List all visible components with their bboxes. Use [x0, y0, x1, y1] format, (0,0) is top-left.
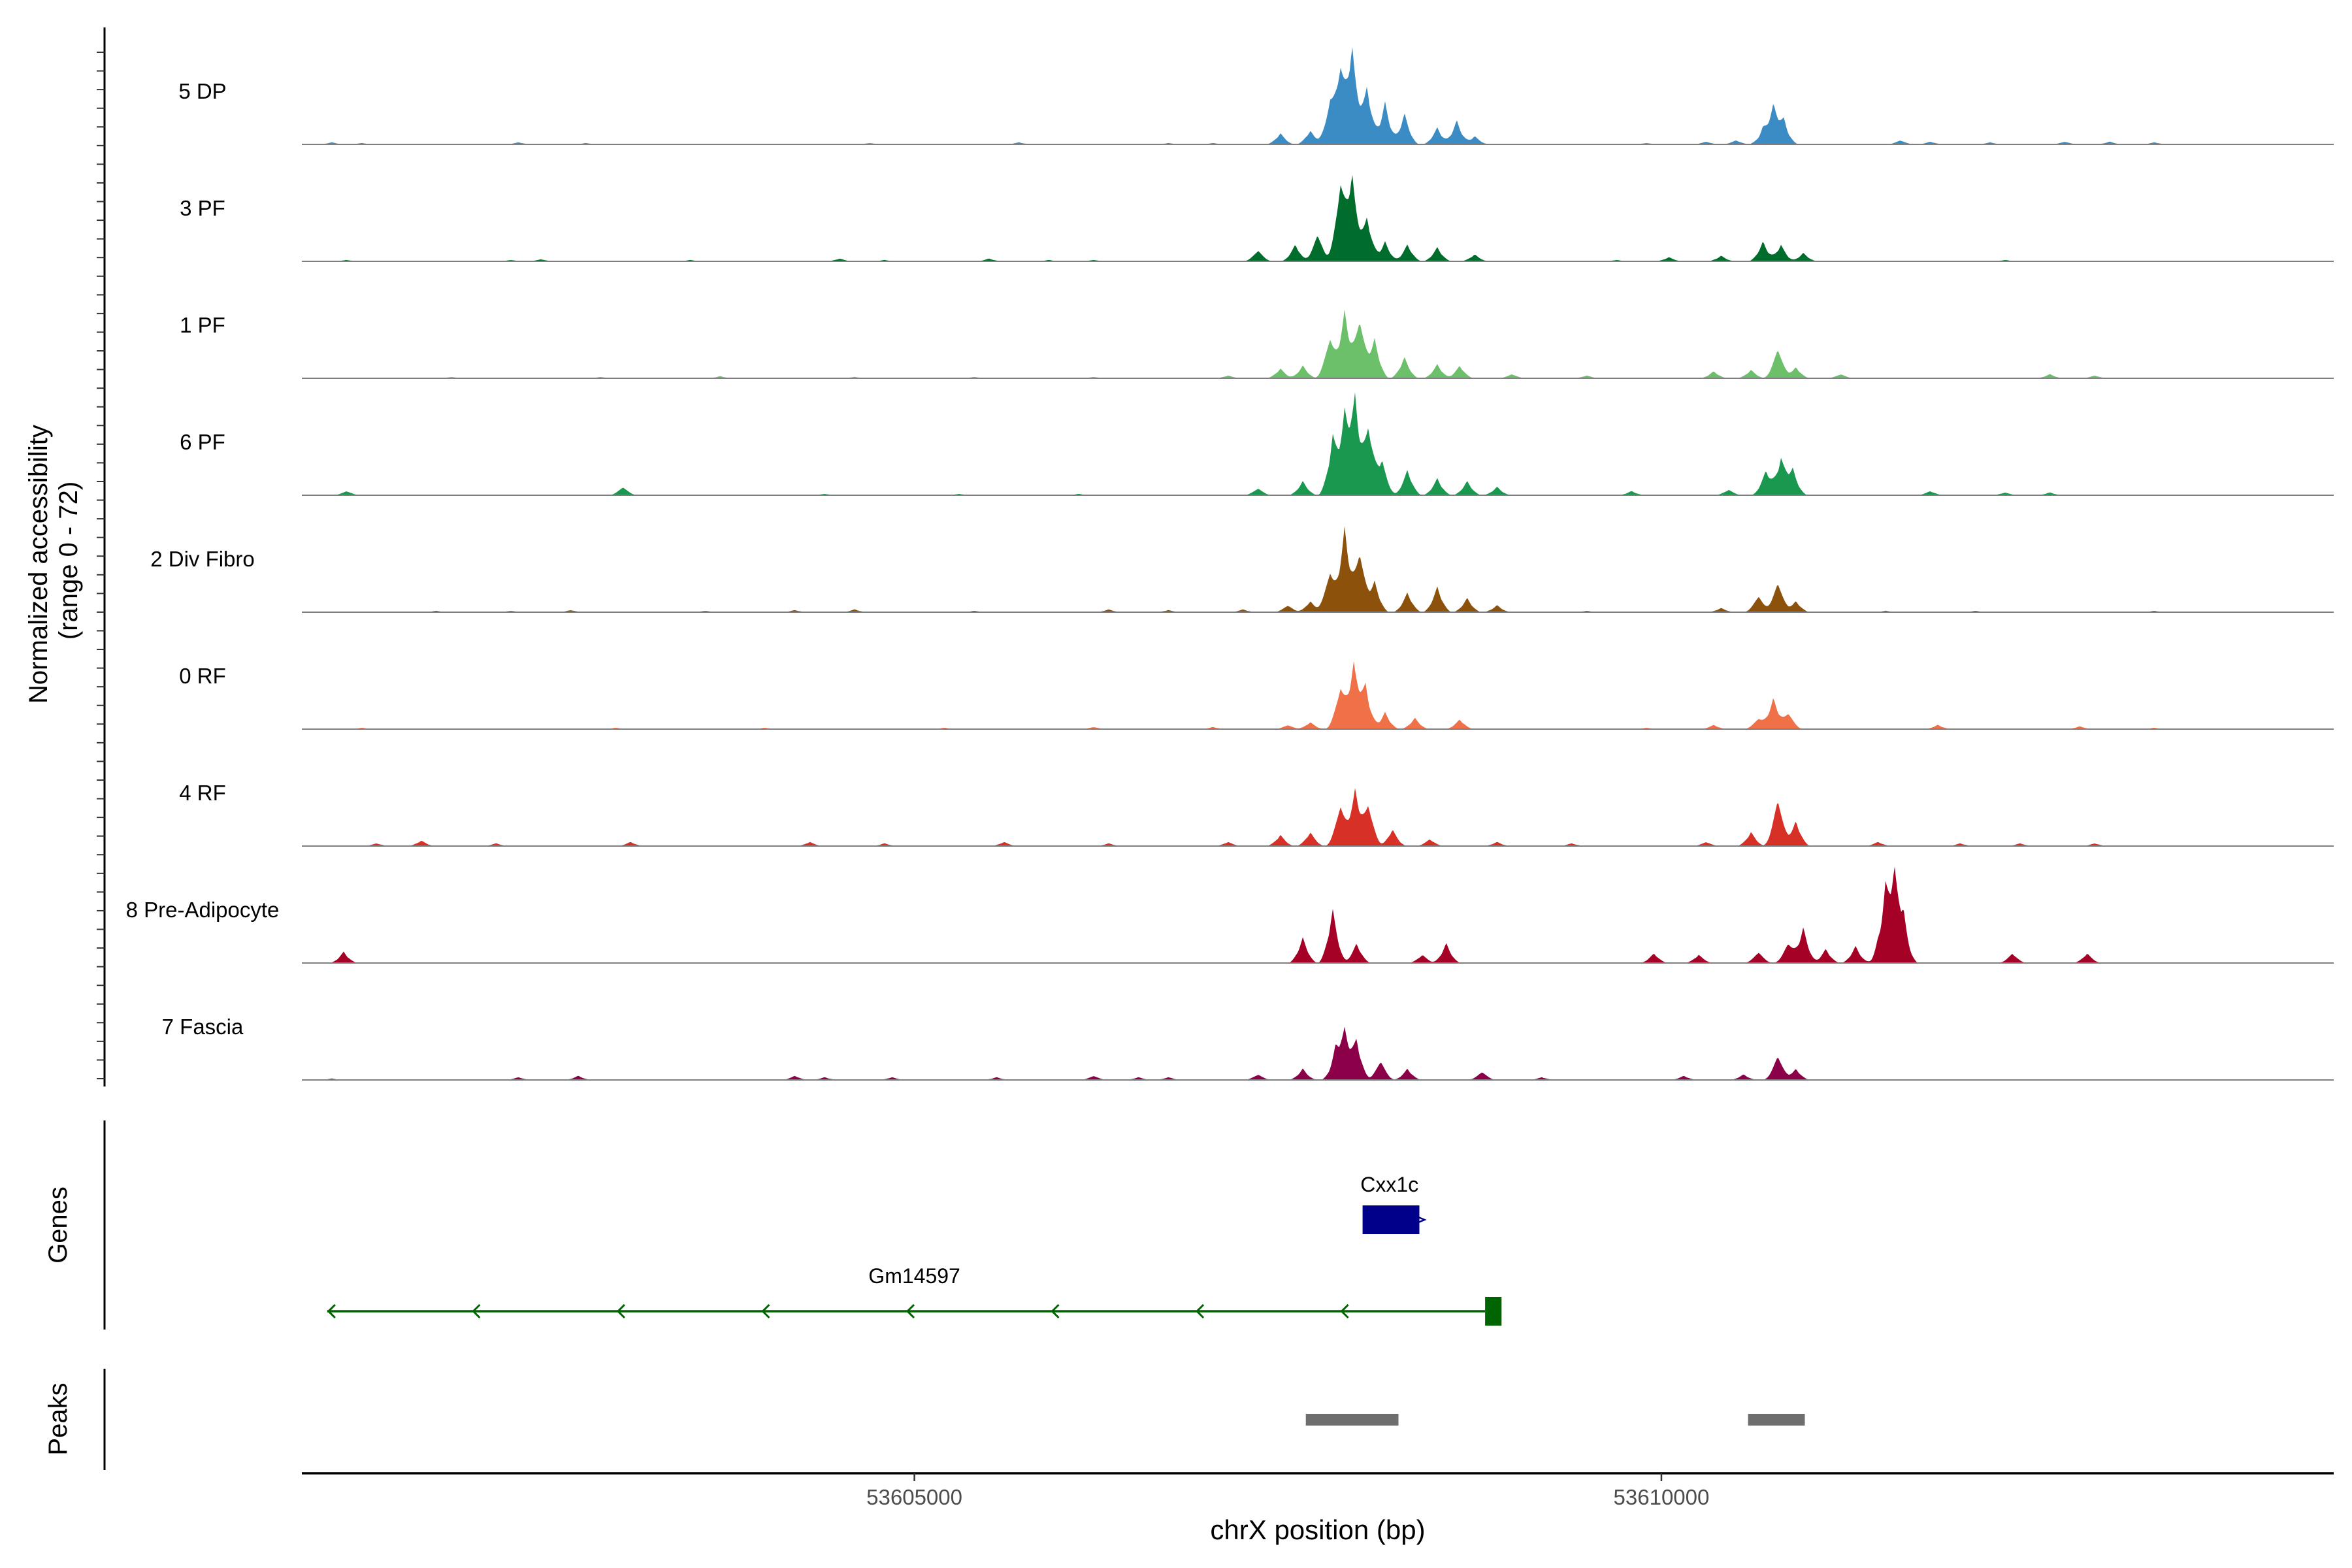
y-axis-title-line2: (range 0 - 72): [54, 482, 83, 640]
peaks-panel-label: Peaks: [44, 1382, 73, 1455]
coverage-area: [302, 661, 2334, 729]
track-label: 7 Fascia: [162, 1015, 244, 1039]
gene-strand-arrow: [327, 1303, 336, 1319]
coverage-area: [302, 174, 2334, 261]
gene-strand-arrow: [1340, 1303, 1349, 1319]
track-label: 8 Pre-Adipocyte: [126, 898, 280, 922]
gene-strand-arrow: [1195, 1303, 1205, 1319]
gene-label: Cxx1c: [1360, 1173, 1418, 1196]
coverage-y-axis: [97, 27, 106, 1086]
track-label: 5 DP: [178, 79, 226, 103]
gene-strand-arrow: [906, 1303, 915, 1319]
track-label: 0 RF: [179, 664, 226, 688]
x-tick-label: 53605000: [866, 1485, 962, 1509]
x-axis-ticks: 53605000 53610000: [866, 1473, 1709, 1509]
coverage-tracks: 5 DP 3 PF 1 PF 6 PF 2 Div Fibro 0 RF 4 RF 8 Pre…: [126, 47, 2334, 1081]
coverage-area: [302, 309, 2334, 378]
track-1: 3 PF: [180, 174, 2334, 262]
genes-panel-label: Genes: [44, 1186, 73, 1264]
coverage-area: [302, 47, 2334, 144]
track-3: 6 PF: [180, 392, 2334, 496]
gene-cxx1c-strand-arrow: [1416, 1215, 1427, 1224]
track-label: 4 RF: [179, 781, 226, 805]
track-8: 7 Fascia: [162, 1015, 2334, 1081]
track-label: 3 PF: [180, 196, 225, 220]
track-6: 4 RF: [179, 781, 2334, 847]
y-axis-title: Normalized accessibility (range 0 - 72): [24, 417, 83, 704]
track-2: 1 PF: [180, 309, 2334, 379]
track-7: 8 Pre-Adipocyte: [126, 866, 2334, 964]
track-label: 2 Div Fibro: [150, 547, 255, 571]
gene-strand-arrow: [616, 1303, 625, 1319]
genes-panel: Cxx1c Gm14597: [327, 1173, 1502, 1326]
peaks-panel: [1305, 1414, 1805, 1426]
gene-strand-arrow: [761, 1303, 770, 1319]
track-4: 2 Div Fibro: [150, 526, 2334, 613]
track-5: 0 RF: [179, 661, 2334, 730]
track-label: 6 PF: [180, 430, 225, 454]
x-tick-label: 53610000: [1614, 1485, 1710, 1509]
coverage-area: [302, 866, 2334, 963]
peak-region: [1305, 1414, 1399, 1426]
track-0: 5 DP: [178, 47, 2334, 145]
gene-strand-arrow: [1051, 1303, 1060, 1319]
coverage-area: [302, 1026, 2334, 1080]
gene-cxx1c-exon: [1362, 1205, 1420, 1234]
coverage-area: [302, 788, 2334, 846]
peak-region: [1748, 1414, 1805, 1426]
coverage-area: [302, 526, 2334, 612]
coverage-area: [302, 392, 2334, 495]
gene-label: Gm14597: [868, 1264, 960, 1288]
y-axis-title-line1: Normalized accessibility: [24, 425, 53, 704]
gene-strand-arrow: [472, 1303, 481, 1319]
track-label: 1 PF: [180, 313, 225, 337]
gene-gm14597-exon: [1485, 1297, 1502, 1326]
x-axis-title: chrX position (bp): [1210, 1514, 1425, 1545]
